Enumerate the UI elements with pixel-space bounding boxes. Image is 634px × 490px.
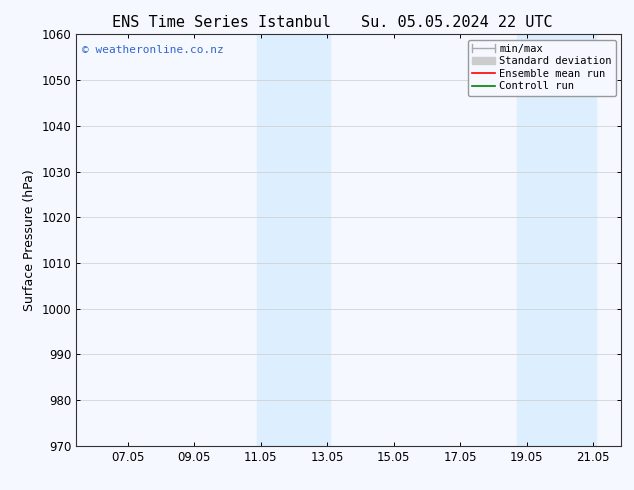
Bar [257, 34, 330, 446]
Bar [517, 34, 597, 446]
Text: Su. 05.05.2024 22 UTC: Su. 05.05.2024 22 UTC [361, 15, 552, 30]
Text: © weatheronline.co.nz: © weatheronline.co.nz [82, 45, 223, 54]
Text: ENS Time Series Istanbul: ENS Time Series Istanbul [112, 15, 332, 30]
Legend: min/max, Standard deviation, Ensemble mean run, Controll run: min/max, Standard deviation, Ensemble me… [468, 40, 616, 96]
Y-axis label: Surface Pressure (hPa): Surface Pressure (hPa) [23, 169, 36, 311]
